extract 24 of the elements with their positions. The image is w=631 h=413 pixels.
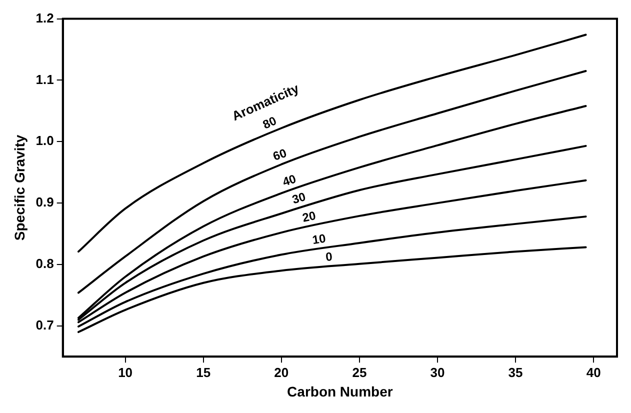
- y-axis-title: Specific Gravity: [11, 134, 28, 241]
- x-tick-label: 10: [118, 364, 133, 380]
- text: 10: [311, 231, 327, 248]
- y-tick-label: 1.1: [36, 72, 54, 87]
- y-tick-label: 1.0: [36, 133, 54, 148]
- y-tick-label: 1.2: [36, 10, 54, 26]
- x-tick-label: 20: [274, 364, 289, 380]
- x-tick-label: 25: [352, 364, 367, 380]
- text: 60: [271, 146, 289, 164]
- line-series: [77, 246, 587, 334]
- text: 20: [301, 208, 318, 225]
- x-tick-label: 40: [586, 364, 601, 380]
- y-tick-label: 0.8: [36, 256, 54, 272]
- y-tick-label: 0.9: [36, 194, 54, 210]
- text: 30: [290, 189, 308, 207]
- text: 40: [280, 172, 298, 190]
- x-tick-label: 15: [196, 364, 211, 380]
- x-tick-label: 30: [430, 364, 445, 380]
- line-series: [77, 34, 587, 253]
- series-label: 0: [325, 249, 334, 264]
- x-tick-label: 35: [508, 364, 523, 380]
- line-series: [77, 70, 587, 294]
- y-tick-label: 0.7: [36, 317, 54, 332]
- x-axis-title: Carbon Number: [287, 383, 394, 400]
